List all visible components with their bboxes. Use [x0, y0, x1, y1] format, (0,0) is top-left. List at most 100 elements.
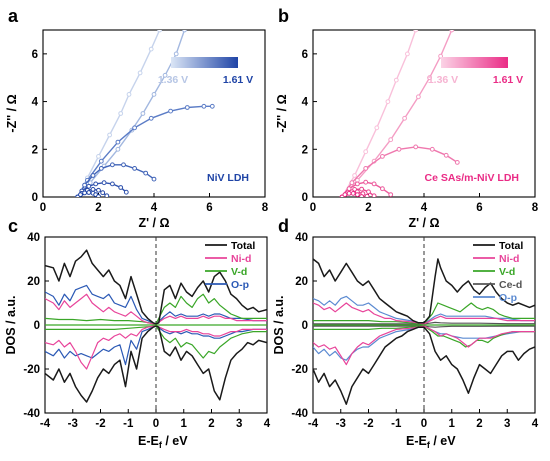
y-tick-label-c: -40 [23, 408, 40, 420]
colorbar-b [441, 57, 508, 68]
series-point-a-1 [182, 30, 187, 33]
x-tick-label-c: 1 [181, 418, 188, 430]
series-point-a-5 [100, 190, 106, 196]
x-tick-label-c: 2 [208, 418, 214, 430]
series-point-b-2 [349, 180, 355, 186]
x-tick-label-d: -4 [308, 418, 319, 430]
series-point-a-3 [151, 176, 157, 182]
y-tick-label-b: 2 [302, 144, 308, 156]
series-point-a-2 [209, 103, 215, 109]
series-point-a-0 [118, 111, 124, 116]
dos-line-v-d-upper-d [313, 302, 535, 325]
panel-letter-c: c [8, 216, 18, 236]
y-axis-title-b: -Z'' / Ω [275, 94, 289, 132]
series-point-b-6 [355, 192, 360, 197]
panel-letter-b: b [278, 6, 289, 26]
y-tick-label-d: 20 [295, 276, 308, 288]
legend-label-c: O-p [231, 279, 249, 291]
y-tick-label-c: -20 [23, 364, 40, 376]
series-point-a-5 [90, 187, 96, 192]
x-axis-title-b: Z' / Ω [408, 216, 439, 230]
x-tick-label-d: -2 [363, 418, 373, 430]
x-tick-label-a: 0 [40, 202, 46, 214]
dos-line-total-lower-d [313, 326, 535, 405]
y-tick-label-a: 0 [32, 192, 38, 204]
series-point-b-6 [359, 194, 364, 197]
dos-line-ni-d-lower-d [313, 325, 535, 366]
legend-label-d: Total [499, 240, 523, 252]
series-point-a-4 [86, 183, 92, 189]
x-tick-label-d: -3 [336, 418, 346, 430]
series-point-b-3 [371, 181, 377, 187]
dos-line-o-p-upper-d [313, 295, 535, 325]
series-point-b-0 [363, 149, 369, 155]
series-point-b-6 [346, 191, 352, 196]
series-point-b-2 [363, 166, 369, 171]
sample-annotation-b: Ce SAs/m-NiV LDH [424, 172, 519, 184]
series-group-a [75, 30, 215, 197]
series-point-b-2 [454, 160, 460, 165]
series-point-a-4 [123, 189, 129, 195]
y-tick-label-b: 0 [302, 192, 308, 204]
y-tick-label-b: 4 [302, 97, 309, 109]
x-tick-label-c: 4 [264, 418, 271, 430]
series-point-a-2 [168, 108, 174, 114]
series-point-a-2 [115, 139, 121, 145]
series-point-a-6 [96, 194, 101, 197]
series-point-a-6 [78, 192, 83, 197]
x-tick-label-c: -4 [40, 418, 51, 430]
y-tick-label-b: 6 [302, 49, 308, 61]
y-tick-label-a: 6 [32, 49, 38, 61]
panel-c-dos-chart: -4 -3 -2 -1 0 1 2 3 4 -40 -20 0 20 40 E-Ef / eV DOS / a… [4, 232, 271, 450]
series-point-b-2 [396, 146, 402, 152]
x-tick-label-d: 0 [421, 418, 427, 430]
legend-label-c: V-d [231, 266, 247, 278]
x-tick-label-c: 0 [153, 418, 159, 430]
legend-label-d: Ce-d [499, 279, 522, 291]
series-point-a-0 [107, 132, 112, 138]
x-tick-label-d: 2 [476, 418, 482, 430]
dos-line-ni-d-upper-d [313, 302, 535, 325]
series-point-b-1 [416, 94, 421, 100]
series-point-b-4 [359, 186, 365, 192]
colorbar-low-label-a: 1.36 V [158, 74, 188, 86]
dos-line-ce-d-lower-d [313, 325, 535, 328]
series-point-a-5 [96, 187, 101, 193]
x-tick-label-b: 6 [476, 202, 482, 214]
x-axis-title-a: Z' / Ω [138, 216, 169, 230]
panel-d-dos-chart: -4 -3 -2 -1 0 1 2 3 4 -40 -20 0 20 40 E-Ef / eV DOS / a… [272, 232, 539, 450]
x-tick-label-d: 3 [504, 418, 510, 430]
x-tick-label-a: 8 [262, 202, 269, 214]
x-tick-label-d: 4 [532, 418, 539, 430]
series-group-d [313, 258, 535, 405]
y-tick-label-d: 40 [295, 232, 308, 244]
legend-label-d: O-p [499, 292, 517, 304]
colorbar-high-label-b: 1.61 V [493, 74, 523, 86]
x-tick-label-a: 2 [95, 202, 101, 214]
x-tick-label-c: -1 [123, 418, 134, 430]
series-point-a-6 [82, 190, 87, 196]
y-tick-label-d: -40 [291, 408, 308, 420]
series-point-b-3 [363, 179, 369, 185]
dos-line-ni-d-lower-c [45, 325, 267, 370]
series-group-c [45, 249, 267, 403]
series-point-b-0 [385, 99, 391, 104]
dos-line-total-lower-c [45, 325, 267, 403]
series-point-b-1 [449, 30, 455, 33]
series-point-a-3 [110, 162, 115, 168]
series-point-a-2 [184, 105, 190, 110]
series-point-b-0 [352, 173, 358, 178]
series-point-b-4 [366, 189, 371, 195]
series-point-a-2 [98, 158, 104, 164]
y-tick-label-c: 0 [34, 320, 40, 332]
y-axis-title-a: -Z'' / Ω [5, 94, 19, 132]
series-point-b-4 [371, 193, 377, 197]
series-point-b-2 [380, 154, 385, 159]
x-tick-label-d: 1 [449, 418, 456, 430]
series-line-a-1 [77, 30, 186, 197]
series-point-a-3 [90, 173, 96, 178]
series-point-a-3 [82, 182, 87, 188]
panel-a-nyquist-chart: 0 2 4 6 8 0 2 4 6 Z' / Ω -Z'' / Ω 1.36 V 1.61 V NiV L… [5, 29, 269, 230]
legend-label-c: Total [231, 240, 255, 252]
